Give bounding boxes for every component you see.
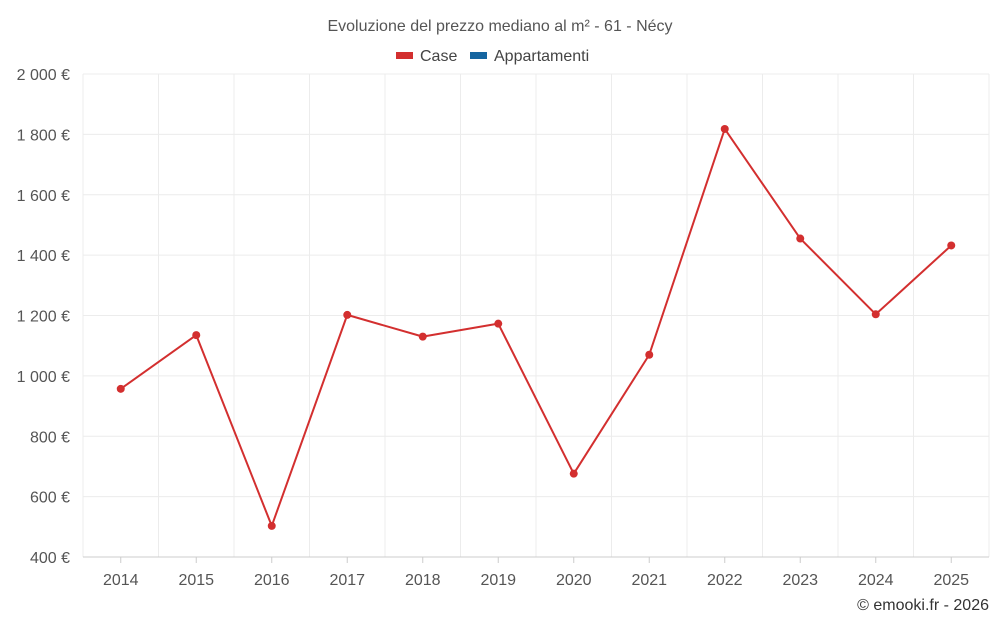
x-tick-label: 2021 (631, 572, 667, 589)
chart-title: Evoluzione del prezzo mediano al m² - 61… (327, 18, 672, 35)
x-tick-label: 2017 (329, 572, 365, 589)
series-line-case (120, 127, 952, 527)
legend-swatch-appartamenti[interactable] (470, 52, 487, 59)
grid (82, 73, 990, 557)
x-tick-label: 2020 (556, 572, 592, 589)
data-point-case-2021[interactable] (645, 350, 654, 359)
y-tick-label: 1 600 € (17, 188, 70, 205)
y-tick-label: 1 400 € (17, 248, 70, 265)
y-tick-label: 1 800 € (17, 127, 70, 144)
y-tick-label: 1 000 € (17, 369, 70, 386)
data-point-case-2022[interactable] (720, 124, 729, 133)
legend-swatch-case[interactable] (396, 52, 413, 59)
x-tick-label: 2024 (858, 572, 894, 589)
x-tick-label: 2022 (707, 572, 743, 589)
legend-label-appartamenti[interactable]: Appartamenti (494, 48, 589, 65)
legend[interactable]: Case Appartamenti (396, 48, 589, 65)
x-tick-label: 2023 (782, 572, 818, 589)
y-tick-label: 800 € (30, 429, 70, 446)
y-tick-label: 2 000 € (17, 67, 70, 84)
data-point-case-2019[interactable] (494, 319, 503, 328)
x-tick-label: 2015 (178, 572, 214, 589)
credit-text: © emooki.fr - 2026 (857, 597, 989, 614)
x-tick-label: 2014 (103, 572, 139, 589)
series (116, 124, 956, 530)
data-point-case-2025[interactable] (947, 241, 956, 250)
data-point-case-2024[interactable] (871, 310, 880, 319)
data-point-case-2017[interactable] (343, 310, 352, 319)
x-tick-label: 2018 (405, 572, 441, 589)
y-tick-label: 600 € (30, 490, 70, 507)
x-tick-label: 2025 (933, 572, 969, 589)
legend-label-case[interactable]: Case (420, 48, 457, 65)
y-tick-label: 1 200 € (17, 309, 70, 326)
data-point-case-2014[interactable] (116, 384, 125, 393)
data-point-case-2023[interactable] (796, 234, 805, 243)
y-tick-label: 400 € (30, 550, 70, 567)
x-tick-label: 2019 (480, 572, 516, 589)
data-point-case-2020[interactable] (569, 469, 578, 478)
x-tick-label: 2016 (254, 572, 290, 589)
data-point-case-2018[interactable] (418, 332, 427, 341)
data-point-case-2016[interactable] (267, 521, 276, 530)
data-point-case-2015[interactable] (192, 331, 201, 340)
axes: 400 € 600 € 800 € 1 000 € 1 200 € 1 400 € 1 60… (17, 67, 989, 589)
